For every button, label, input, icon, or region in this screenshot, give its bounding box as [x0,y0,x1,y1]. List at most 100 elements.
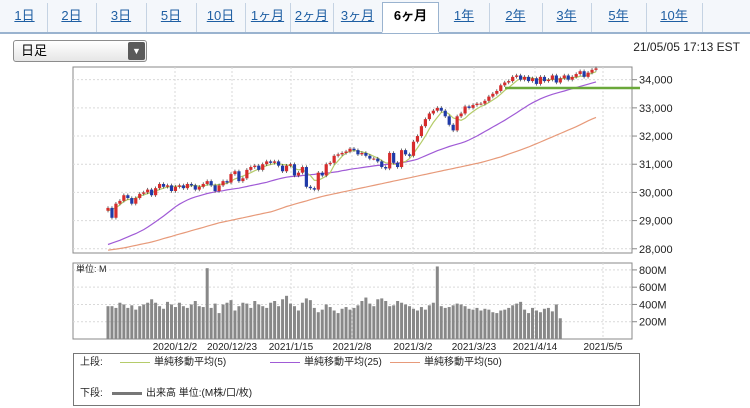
volume-bar [209,307,213,339]
volume-bar [503,309,507,339]
volume-bar [372,306,376,339]
candle-body [288,164,293,166]
candle-body [114,203,118,218]
candle-body [463,106,467,114]
candle-body [213,185,217,191]
volume-bar [229,300,233,339]
candle-body [150,189,154,196]
volume-bar [531,307,535,339]
ma50-line [107,116,597,251]
legend-ma5: 単純移動平均(5) [120,356,226,370]
candle-body [134,198,138,204]
tab-3日[interactable]: 3日 [96,3,147,32]
volume-unit-label: 単位: M [76,263,107,274]
volume-bar [300,302,304,339]
period-tabs: 1日 2日 3日 5日 10日 1ヶ月 2ヶ月 3ヶ月 6ヶ月 1年 2年 3年 5年 10年 [0,0,750,34]
candle-body [503,82,507,86]
candle-body [566,75,570,80]
volume-bar [376,299,380,339]
tab-10日[interactable]: 10日 [196,3,246,32]
candle-body [300,167,305,173]
tab-1ヶ月[interactable]: 1ヶ月 [245,3,291,32]
candle-body [110,207,114,218]
volume-bar [245,303,249,339]
candle-body [487,96,491,101]
candle-body [570,76,574,80]
x-axis-label: 2020/12/2 [153,342,198,353]
candle-body [336,154,340,156]
volume-bar [451,305,455,339]
volume-bar [289,303,293,339]
volume-bar [221,304,225,339]
volume-bar [154,302,158,339]
candle-body [205,181,209,184]
volume-bar [340,308,344,339]
candle-body [475,103,479,106]
price-axis-label: 30,000 [639,187,673,199]
volume-bar [277,306,281,339]
tab-3年[interactable]: 3年 [542,3,592,32]
candle-body [269,161,273,163]
volume-bar [162,308,166,339]
x-axis-label: 2021/4/14 [513,342,558,353]
legend-ma25: 単純移動平均(25) [270,356,382,370]
volume-bar [519,301,523,339]
candle-body [578,71,582,75]
legend-volume-label: 出来高 単位:(M株/口/枚) [146,388,253,399]
volume-bar [423,309,427,339]
volume-bar [507,307,511,339]
volume-bar [415,310,419,339]
candle-body [364,152,368,156]
volume-bar [483,308,487,339]
legend-ma50-label: 単純移動平均(50) [424,357,502,368]
tab-1年[interactable]: 1年 [439,3,490,32]
volume-bar [292,306,296,339]
candle-body [491,93,495,97]
tab-6ヶ月[interactable]: 6ヶ月 [382,2,439,33]
candle-body [241,178,245,182]
candle-body [511,76,515,82]
volume-bar [308,300,312,339]
tab-10年[interactable]: 10年 [646,3,703,32]
volume-bar [360,301,364,339]
candle-body [372,158,376,160]
candle-body [522,76,527,80]
candle-body [384,167,388,169]
volume-bar [408,306,412,339]
tab-2日[interactable]: 2日 [47,3,97,32]
volume-bar [491,312,495,339]
volume-bar [475,307,479,339]
chevron-down-icon[interactable]: ▼ [128,42,145,60]
ma25-line [107,81,597,246]
volume-bar [316,312,320,339]
candle-body [380,161,384,168]
volume-bar [419,307,423,339]
candle-period-value: 日足 [21,43,48,58]
candle-body [550,75,554,80]
candle-body [542,76,547,82]
candle-body [411,141,416,156]
tab-5年[interactable]: 5年 [591,3,647,32]
candle-body [574,74,578,77]
volume-bar [185,307,189,339]
candle-body [209,181,213,186]
volume-bar [455,303,459,339]
candle-body [407,154,412,156]
candle-period-select[interactable]: 日足 ▼ [13,40,147,62]
tab-2年[interactable]: 2年 [489,3,543,32]
tab-1日[interactable]: 1日 [2,3,48,32]
candle-body [106,207,110,211]
candle-body [467,106,471,108]
candle-body [348,148,352,152]
volume-bar [554,304,558,339]
candle-body [146,189,150,193]
candle-body [392,152,396,163]
legend-box: 上段: 単純移動平均(5) 単純移動平均(25) 単純移動平均(50) 下段: … [73,353,640,406]
candle-body [344,151,348,153]
volume-bar [396,301,400,339]
x-axis-label: 2020/12/23 [207,342,257,353]
tab-2ヶ月[interactable]: 2ヶ月 [290,3,334,32]
candle-body [161,183,166,187]
tab-5日[interactable]: 5日 [146,3,197,32]
